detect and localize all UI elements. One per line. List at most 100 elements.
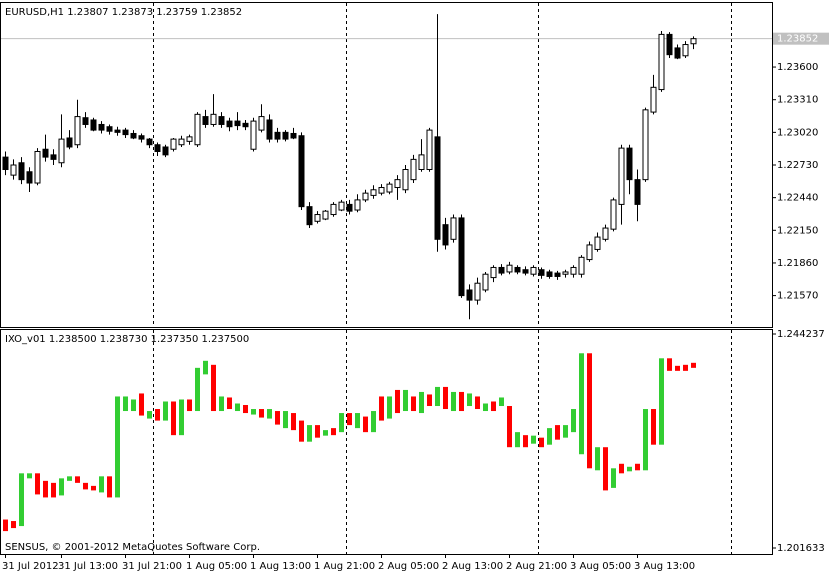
candle-body	[370, 189, 377, 196]
candle-body	[123, 396, 128, 412]
candle-body	[299, 420, 304, 442]
candle-body	[338, 201, 345, 211]
x-tick-label: 31 Jul 13:00	[58, 561, 118, 572]
candle-body	[202, 116, 209, 125]
current-price-box	[773, 32, 829, 45]
candle-body	[219, 396, 224, 412]
candle-body	[266, 119, 273, 140]
candle-body	[306, 206, 313, 226]
candle-body	[314, 214, 321, 222]
candle-body	[258, 116, 265, 131]
copyright: SENSUS, © 2001-2012 MetaQuotes Software …	[5, 542, 260, 553]
candle-body	[75, 476, 80, 483]
x-tick-label: 1 Aug 05:00	[186, 561, 247, 572]
candle-body	[282, 131, 289, 140]
candle-body	[643, 409, 648, 471]
candle-body	[91, 485, 96, 491]
candle-body	[578, 256, 585, 275]
candle-body	[651, 409, 656, 445]
candle-body	[458, 217, 465, 297]
y-tick-label: 1.23310	[777, 95, 818, 106]
candle-body	[642, 109, 649, 181]
candle-body	[74, 116, 81, 146]
candle-body	[603, 447, 608, 491]
candle-body	[226, 120, 233, 128]
candle-body	[443, 386, 448, 410]
indicator-title: IXO_v01 1.238500 1.238730 1.237350 1.237…	[5, 334, 249, 345]
candle-body	[18, 162, 25, 181]
candle-body	[59, 478, 64, 496]
candle-body	[234, 120, 241, 127]
candle-body	[34, 150, 41, 184]
candle-body	[506, 264, 513, 273]
candle-body	[227, 397, 232, 410]
y-tick-label: 1.201633	[777, 543, 825, 554]
candle-body	[682, 44, 689, 57]
candle-body	[563, 425, 568, 438]
candle-body	[475, 396, 480, 410]
candle-body	[251, 409, 256, 415]
candle-body	[307, 425, 312, 442]
candle-body	[547, 428, 552, 445]
candle-body	[483, 403, 488, 412]
candle-body	[275, 411, 280, 425]
candle-body	[387, 396, 392, 419]
candle-body	[491, 401, 496, 412]
candle-body	[379, 396, 384, 421]
candle-body	[298, 135, 305, 208]
candle-body	[106, 126, 113, 132]
candle-body	[555, 425, 560, 440]
candle-body	[90, 119, 97, 131]
candle-body	[323, 430, 328, 436]
y-tick-label: 1.22150	[777, 225, 818, 236]
candle-body	[667, 358, 672, 371]
x-tick-label: 1 Aug 21:00	[314, 561, 375, 572]
candle-body	[435, 386, 440, 407]
candle-body	[498, 266, 505, 274]
candle-body	[162, 146, 169, 156]
current-price-label: 1.23852	[777, 34, 818, 45]
candle-body	[66, 137, 73, 148]
candle-body	[10, 164, 17, 176]
y-tick-label: 1.21570	[777, 291, 818, 302]
candle-body	[659, 358, 664, 445]
candle-body	[650, 86, 657, 113]
candle-body	[186, 136, 193, 142]
x-tick-label: 2 Aug 05:00	[378, 561, 439, 572]
candle-body	[602, 227, 609, 240]
candle-body	[530, 266, 537, 275]
candle-body	[3, 519, 8, 532]
candle-body	[451, 391, 456, 412]
candle-body	[147, 411, 152, 419]
candle-body	[395, 389, 400, 414]
candle-body	[474, 282, 481, 301]
candle-body	[690, 38, 697, 45]
candle-body	[322, 210, 329, 220]
candle-body	[354, 199, 361, 211]
candle-body	[139, 393, 144, 416]
candle-body	[394, 179, 401, 189]
candle-body	[450, 217, 457, 240]
candle-body	[218, 116, 225, 125]
candle-body	[154, 144, 161, 152]
candle-body	[155, 409, 160, 421]
candle-body	[618, 147, 625, 205]
candle-body	[203, 360, 208, 375]
candle-body	[146, 138, 153, 146]
candle-body	[347, 413, 352, 426]
candle-body	[434, 136, 441, 240]
candle-body	[331, 428, 336, 436]
candle-body	[499, 397, 504, 407]
candle-body	[586, 244, 593, 261]
candle-body	[242, 122, 249, 128]
candle-body	[170, 138, 177, 150]
candle-body	[122, 129, 129, 136]
candle-body	[587, 353, 592, 469]
candle-body	[250, 120, 257, 150]
candle-body	[355, 413, 360, 429]
candle-body	[482, 273, 489, 291]
candle-body	[291, 413, 296, 431]
candle-body	[83, 482, 88, 490]
candle-body	[43, 480, 48, 498]
